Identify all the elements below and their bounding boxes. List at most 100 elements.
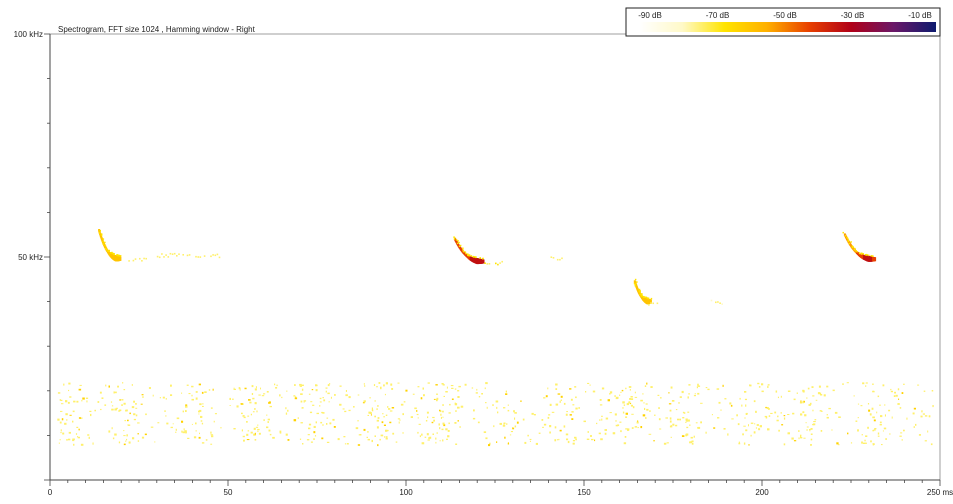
noise-speck bbox=[826, 416, 829, 419]
noise-speck bbox=[339, 385, 342, 387]
noise-speck bbox=[682, 417, 685, 419]
noise-speck bbox=[311, 389, 314, 391]
noise-speck bbox=[781, 424, 784, 426]
noise-speck bbox=[358, 434, 362, 436]
noise-speck bbox=[371, 439, 373, 443]
noise-speck bbox=[872, 443, 874, 445]
noise-speck bbox=[749, 384, 752, 387]
noise-speck bbox=[260, 387, 261, 390]
noise-speck bbox=[631, 427, 634, 429]
noise-speck bbox=[315, 421, 317, 424]
noise-speck bbox=[78, 388, 82, 391]
noise-speck bbox=[343, 436, 346, 438]
noise-speck bbox=[767, 385, 769, 388]
noise-speck bbox=[137, 440, 140, 442]
noise-speck bbox=[435, 384, 438, 386]
noise-speck bbox=[796, 392, 798, 394]
noise-speck bbox=[499, 423, 502, 425]
noise-speck bbox=[57, 392, 61, 394]
noise-speck bbox=[185, 405, 188, 408]
noise-speck bbox=[373, 384, 376, 386]
echo-pixel bbox=[188, 254, 191, 256]
noise-speck bbox=[557, 393, 561, 395]
echo-pixel bbox=[128, 260, 130, 262]
noise-speck bbox=[805, 422, 807, 424]
noise-speck bbox=[254, 402, 257, 405]
echo-pixel bbox=[497, 263, 499, 266]
noise-speck bbox=[574, 436, 577, 439]
noise-speck bbox=[307, 434, 310, 436]
faint-echo bbox=[710, 299, 723, 305]
noise-speck bbox=[267, 418, 270, 421]
call-halo bbox=[473, 256, 475, 258]
noise-speck bbox=[445, 428, 448, 431]
noise-speck bbox=[202, 405, 204, 407]
echo-pixel bbox=[176, 255, 178, 257]
noise-speck bbox=[275, 387, 278, 389]
echo-pixel bbox=[652, 302, 654, 305]
noise-speck bbox=[374, 415, 376, 418]
noise-speck bbox=[325, 390, 327, 393]
noise-speck bbox=[604, 429, 607, 431]
noise-speck bbox=[144, 433, 147, 436]
noise-speck bbox=[823, 394, 826, 397]
echo-pixel bbox=[171, 253, 174, 255]
call-halo bbox=[455, 239, 458, 241]
noise-speck bbox=[730, 404, 733, 407]
noise-speck bbox=[615, 420, 617, 422]
noise-speck bbox=[592, 390, 596, 393]
noise-speck bbox=[814, 419, 817, 421]
noise-speck bbox=[279, 394, 281, 397]
noise-speck bbox=[716, 388, 720, 390]
noise-speck bbox=[600, 438, 603, 441]
noise-speck bbox=[575, 396, 577, 399]
echo-pixel bbox=[210, 255, 212, 258]
noise-speck bbox=[917, 384, 920, 386]
noise-speck bbox=[893, 395, 896, 397]
noise-speck bbox=[111, 427, 113, 430]
noise-speck bbox=[768, 415, 771, 417]
noise-speck bbox=[921, 410, 923, 413]
echo-pixel bbox=[212, 254, 214, 256]
noise-speck bbox=[478, 396, 481, 398]
noise-speck bbox=[826, 414, 828, 416]
noise-speck bbox=[66, 439, 68, 441]
noise-speck bbox=[186, 384, 189, 386]
noise-speck bbox=[569, 414, 572, 416]
noise-speck bbox=[811, 386, 814, 388]
noise-speck bbox=[402, 432, 404, 434]
noise-speck bbox=[857, 417, 859, 419]
noise-speck bbox=[586, 438, 590, 440]
noise-speck bbox=[810, 433, 813, 435]
noise-speck bbox=[668, 403, 672, 405]
noise-speck bbox=[78, 417, 81, 419]
noise-speck bbox=[828, 407, 831, 410]
echo-pixel bbox=[218, 256, 221, 259]
noise-speck bbox=[172, 423, 174, 425]
noise-speck bbox=[308, 393, 311, 395]
noise-speck bbox=[924, 440, 927, 442]
noise-speck bbox=[419, 435, 421, 438]
noise-speck bbox=[612, 432, 616, 435]
noise-speck bbox=[345, 390, 347, 392]
call-halo bbox=[107, 250, 109, 252]
echo-pixel bbox=[178, 253, 180, 255]
noise-speck bbox=[254, 432, 256, 435]
echo-pixel bbox=[556, 258, 559, 261]
noise-speck bbox=[643, 402, 645, 404]
noise-speck bbox=[623, 442, 627, 445]
noise-speck bbox=[543, 423, 547, 426]
x-tick-label: 150 bbox=[577, 488, 591, 497]
noise-speck bbox=[436, 432, 438, 434]
noise-speck bbox=[454, 422, 457, 424]
noise-speck bbox=[899, 435, 902, 437]
noise-speck bbox=[398, 421, 400, 424]
noise-speck bbox=[810, 444, 812, 446]
call-halo bbox=[110, 252, 112, 254]
call-halo bbox=[870, 255, 872, 257]
noise-speck bbox=[195, 391, 198, 393]
noise-speck bbox=[431, 421, 434, 424]
noise-speck bbox=[135, 407, 138, 409]
noise-speck bbox=[142, 396, 144, 398]
noise-speck bbox=[806, 429, 808, 431]
